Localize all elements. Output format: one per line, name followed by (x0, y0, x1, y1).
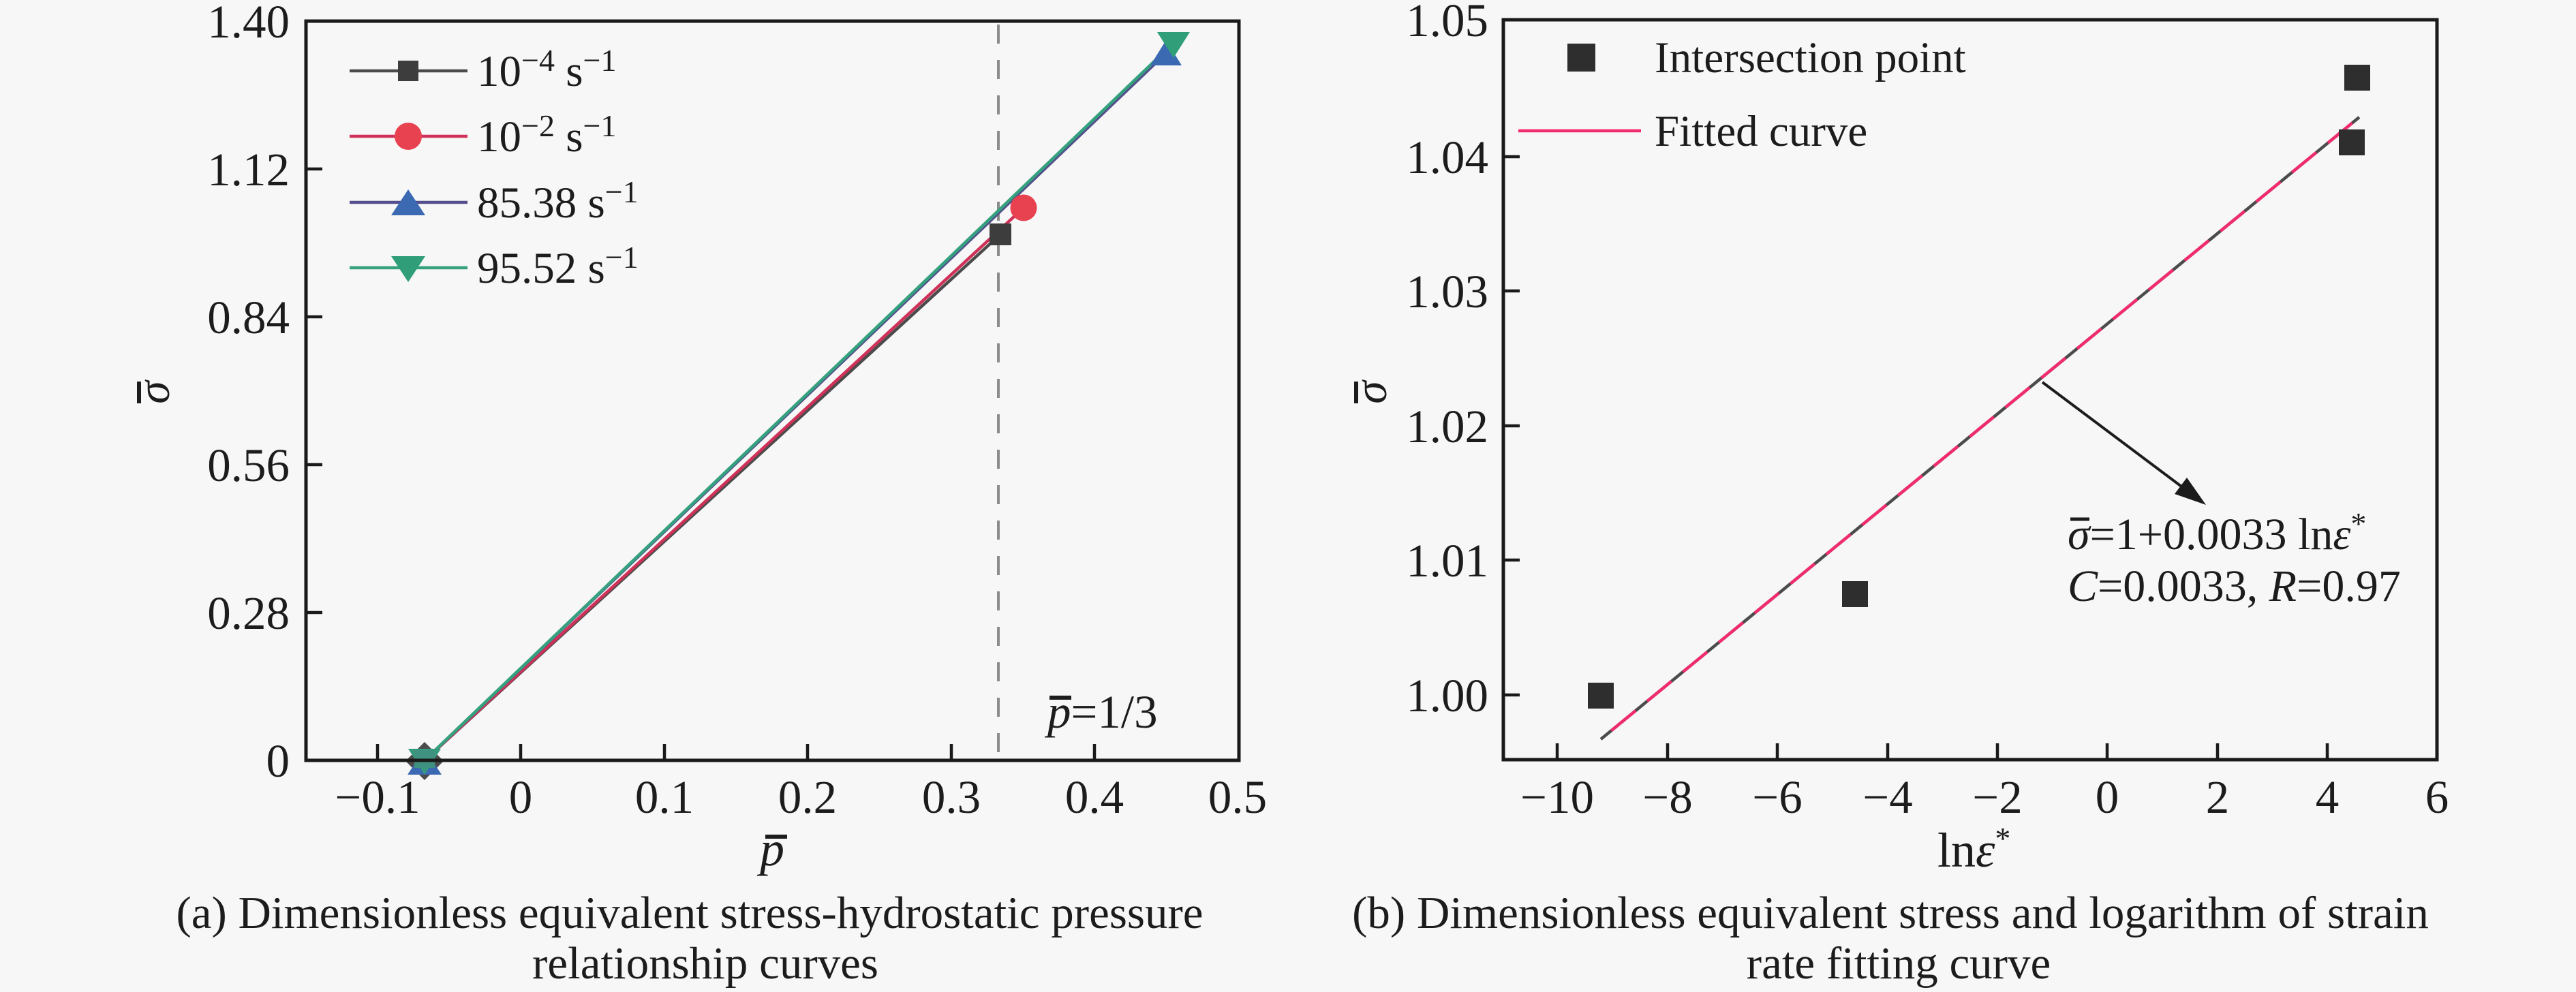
svg-text:rate fitting curve: rate fitting curve (1747, 938, 2051, 989)
svg-text:−6: −6 (1752, 771, 1802, 823)
svg-text:0: 0 (266, 735, 290, 787)
svg-text:−4: −4 (1862, 771, 1912, 823)
svg-text:1.05: 1.05 (1406, 0, 1488, 46)
svg-text:1.01: 1.01 (1406, 535, 1488, 587)
svg-text:1.00: 1.00 (1406, 670, 1488, 722)
svg-text:1.02: 1.02 (1406, 401, 1488, 452)
svg-text:C=0.0033, R=0.97: C=0.0033, R=0.97 (2068, 561, 2401, 611)
svg-text:p: p (756, 822, 784, 876)
svg-text:lnε*: lnε* (1937, 821, 2010, 878)
svg-text:σ: σ (1345, 379, 1396, 404)
svg-text:(b) Dimensionless equivalent s: (b) Dimensionless equivalent stress and … (1352, 888, 2429, 938)
svg-text:Fitted curve: Fitted curve (1655, 107, 1867, 156)
svg-text:1.04: 1.04 (1406, 131, 1488, 183)
svg-text:−8: −8 (1642, 771, 1692, 823)
svg-text:(a) Dimensionless equivalent s: (a) Dimensionless equivalent stress-hydr… (176, 888, 1203, 938)
svg-text:1.03: 1.03 (1406, 266, 1488, 317)
svg-text:0.56: 0.56 (207, 439, 290, 491)
svg-text:−0.1: −0.1 (335, 771, 420, 823)
svg-text:0.4: 0.4 (1065, 771, 1124, 823)
svg-text:0.3: 0.3 (922, 771, 981, 823)
svg-text:−2: −2 (1972, 771, 2022, 823)
svg-text:−10: −10 (1520, 771, 1594, 823)
svg-text:1.12: 1.12 (207, 144, 290, 196)
svg-text:σ: σ (127, 379, 179, 404)
svg-text:0.1: 0.1 (635, 771, 694, 823)
svg-text:0.5: 0.5 (1208, 771, 1267, 823)
svg-text:4: 4 (2316, 771, 2340, 823)
svg-text:0.2: 0.2 (778, 771, 837, 823)
svg-text:p=1/3: p=1/3 (1044, 686, 1158, 738)
svg-text:1.40: 1.40 (207, 0, 290, 48)
svg-text:0: 0 (509, 771, 533, 823)
svg-text:0: 0 (2096, 771, 2119, 823)
svg-text:2: 2 (2206, 771, 2230, 823)
svg-text:Intersection point: Intersection point (1655, 33, 1966, 82)
svg-text:6: 6 (2425, 771, 2449, 823)
svg-text:σ=1+0.0033 lnε*: σ=1+0.0033 lnε* (2068, 506, 2366, 559)
svg-text:0.84: 0.84 (207, 292, 290, 343)
svg-text:relationship curves: relationship curves (532, 938, 878, 989)
svg-text:0.28: 0.28 (207, 587, 290, 639)
